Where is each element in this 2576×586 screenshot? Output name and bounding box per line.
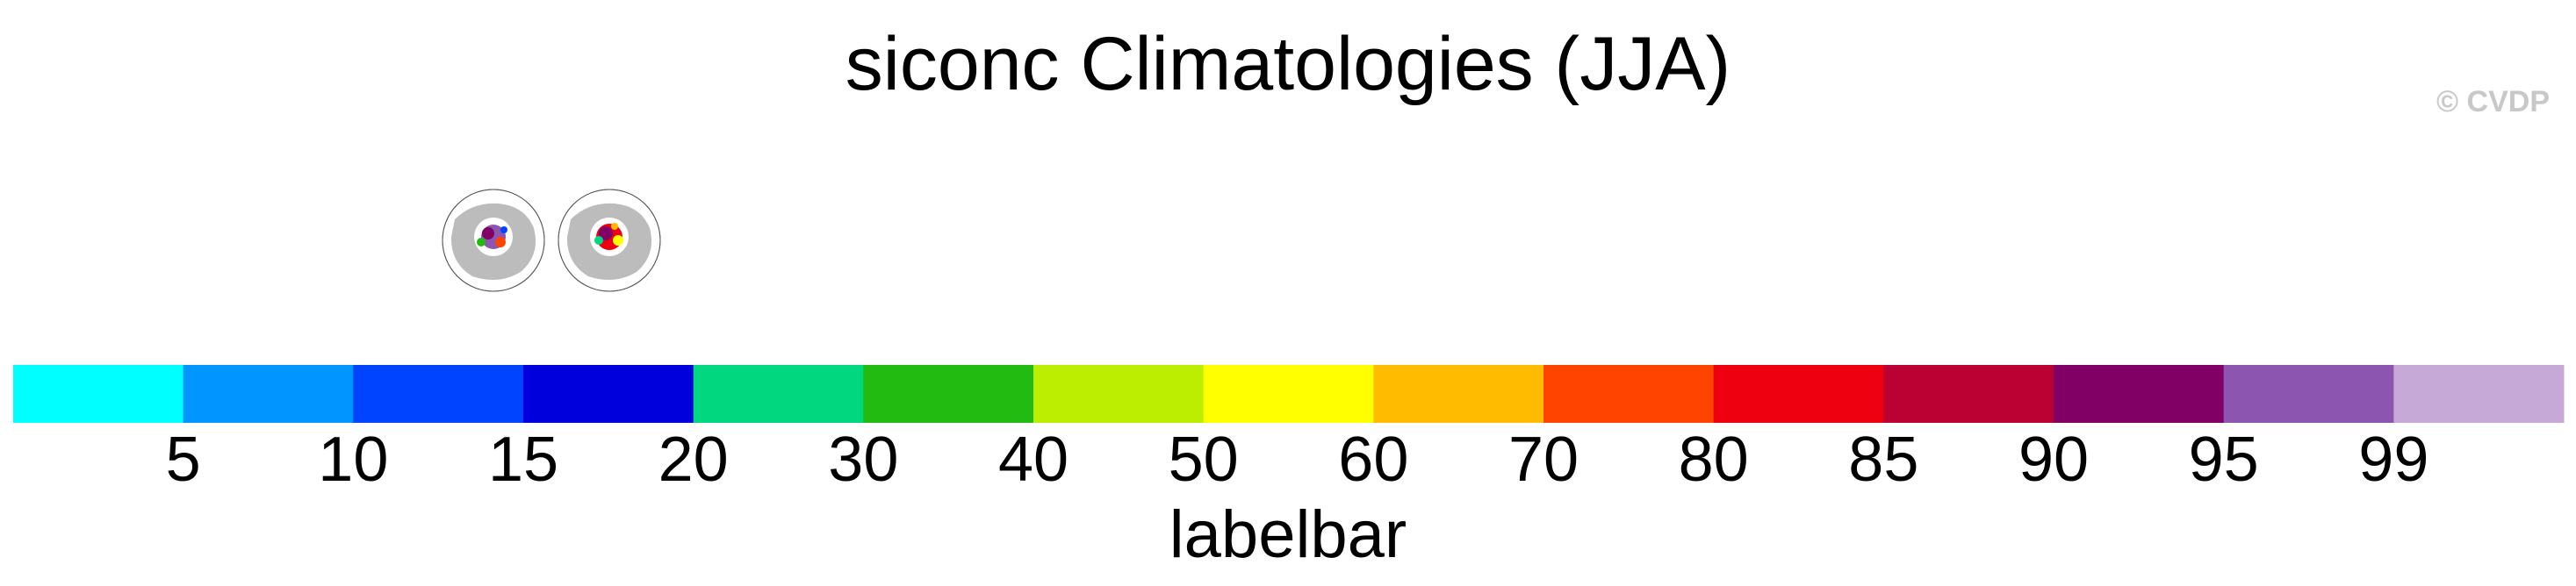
- colorbar-tick-label: 70: [1508, 425, 1579, 495]
- colorbar-tick-label: 30: [828, 425, 898, 495]
- colorbar-swatch-11: [1713, 365, 1884, 423]
- colorbar-swatch-12: [1883, 365, 2054, 423]
- colorbar-tick-label: 80: [1679, 425, 1749, 495]
- colorbar-tick-label: 99: [2358, 425, 2428, 495]
- colorbar-swatch-9: [1373, 365, 1544, 423]
- colorbar-swatch-13: [2054, 365, 2225, 423]
- colorbar-swatch-4: [523, 365, 694, 423]
- colorbar-swatch-7: [1033, 365, 1205, 423]
- colorbar-tick-label: 15: [488, 425, 558, 495]
- colorbar-tick-label: 85: [1848, 425, 1918, 495]
- labelbar: 5 10 15 20 30 40 50 60 70 80 85 90 95 99 labelbar: [0, 351, 2576, 586]
- polar-map-2: [558, 189, 661, 292]
- colorbar-swatch-8: [1203, 365, 1374, 423]
- colorbar-tick-label: 5: [166, 425, 201, 495]
- colorbar-tick-label: 95: [2189, 425, 2259, 495]
- colorbar-swatch-15: [2393, 365, 2565, 423]
- colorbar-swatch-10: [1543, 365, 1715, 423]
- colorbar-tick-label: 50: [1169, 425, 1239, 495]
- polar-map-1: [442, 189, 545, 292]
- colorbar-swatch-6: [863, 365, 1034, 423]
- colorbar: 5 10 15 20 30 40 50 60 70 80 85 90 95 99: [13, 365, 2565, 495]
- colorbar-swatch-2: [183, 365, 354, 423]
- colorbar-swatch-3: [353, 365, 524, 423]
- colorbar-tick-label: 20: [658, 425, 729, 495]
- map-panel-2: [553, 175, 666, 298]
- colorbar-swatch-5: [693, 365, 864, 423]
- map-panels: [437, 175, 666, 298]
- figure-title: siconc Climatologies (JJA): [845, 22, 1731, 106]
- colorbar-tick-label: 40: [998, 425, 1069, 495]
- labelbar-title: labelbar: [1169, 497, 1407, 572]
- colorbar-tick-label: 10: [318, 425, 388, 495]
- colorbar-swatch-1: [13, 365, 184, 423]
- colorbar-tick-label: 60: [1338, 425, 1408, 495]
- colorbar-tick-label: 90: [2018, 425, 2089, 495]
- cvdp-watermark: © CVDP: [2436, 85, 2550, 118]
- colorbar-swatch-14: [2223, 365, 2394, 423]
- map-panel-1: [437, 175, 550, 298]
